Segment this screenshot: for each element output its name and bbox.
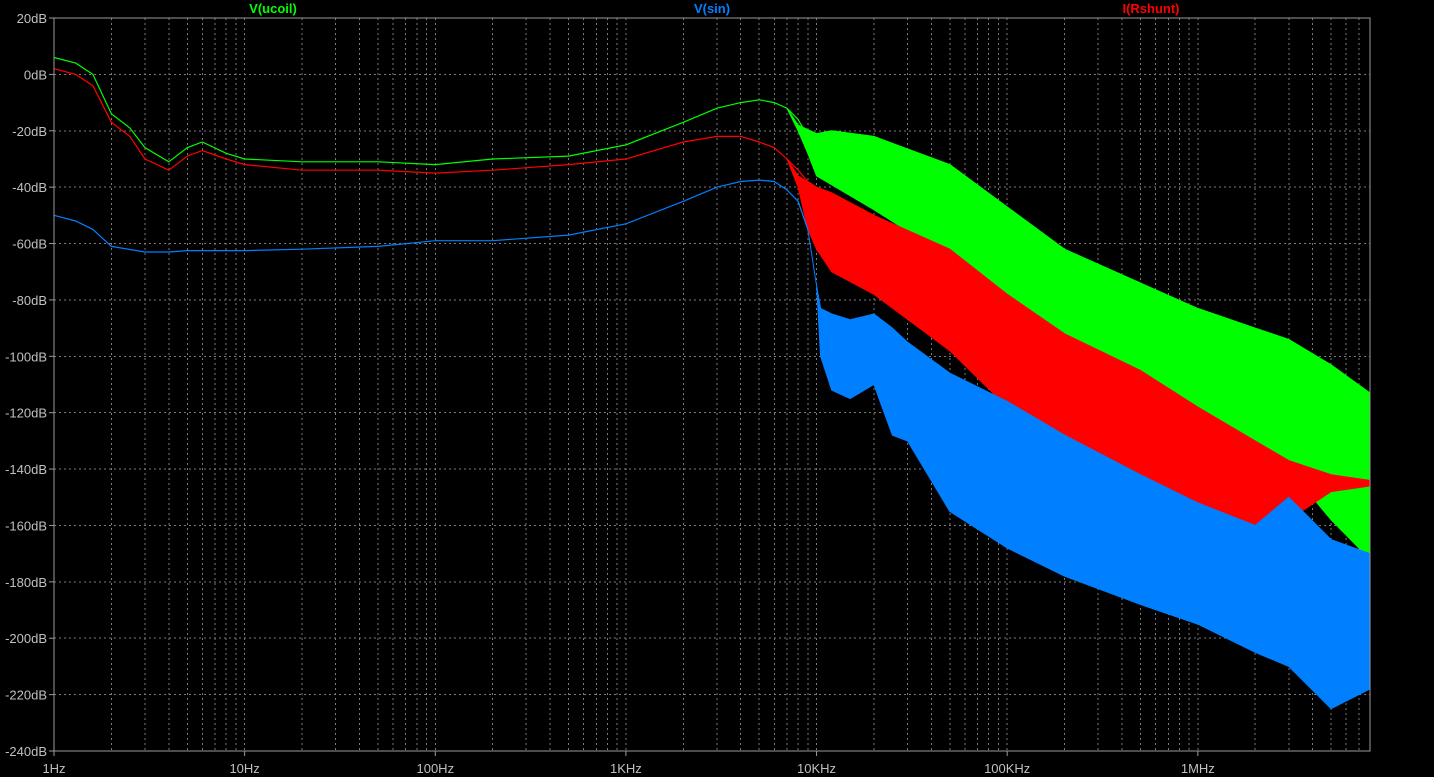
plot-frame xyxy=(53,17,1371,752)
legend-irshunt: I(Rshunt) xyxy=(1122,1,1179,16)
y-tick-label: -100dB xyxy=(5,349,47,364)
y-tick-label: -180dB xyxy=(5,575,47,590)
x-axis-ticks: 1Hz 10Hz 100Hz 1KHz 10KHz 100KHz 1MHz xyxy=(42,751,1215,776)
x-tick-label: 100KHz xyxy=(984,761,1030,776)
y-axis-ticks: 20dB 0dB -20dB -40dB -60dB -80dB -100dB -120dB -… xyxy=(5,11,54,759)
y-tick-label: -60dB xyxy=(12,237,47,252)
x-tick-label: 10KHz xyxy=(797,761,836,776)
y-tick-label: 0dB xyxy=(24,67,47,82)
y-tick-label: -140dB xyxy=(5,462,47,477)
y-tick-label: 20dB xyxy=(17,11,47,26)
y-tick-label: -220dB xyxy=(5,688,47,703)
series-line-vucoil xyxy=(53,56,818,166)
legend-vsin: V(sin) xyxy=(694,1,730,16)
series-line-vsin xyxy=(53,179,809,253)
series-line-irshunt xyxy=(53,68,817,188)
y-tick-label: -40dB xyxy=(12,180,47,195)
y-tick-label: -80dB xyxy=(12,293,47,308)
y-tick-label: -20dB xyxy=(12,124,47,139)
x-tick-label: 100Hz xyxy=(416,761,454,776)
x-tick-label: 1Hz xyxy=(42,761,65,776)
y-tick-label: -200dB xyxy=(5,631,47,646)
y-tick-label: -160dB xyxy=(5,518,47,533)
x-tick-label: 1KHz xyxy=(610,761,642,776)
x-tick-label: 1MHz xyxy=(1181,761,1215,776)
y-tick-label: -240dB xyxy=(5,744,47,759)
legend: V(ucoil) V(sin) I(Rshunt) xyxy=(249,1,1179,16)
legend-vucoil: V(ucoil) xyxy=(249,1,297,16)
y-tick-label: -120dB xyxy=(5,406,47,421)
series-lines xyxy=(53,56,818,253)
x-tick-label: 10Hz xyxy=(229,761,259,776)
